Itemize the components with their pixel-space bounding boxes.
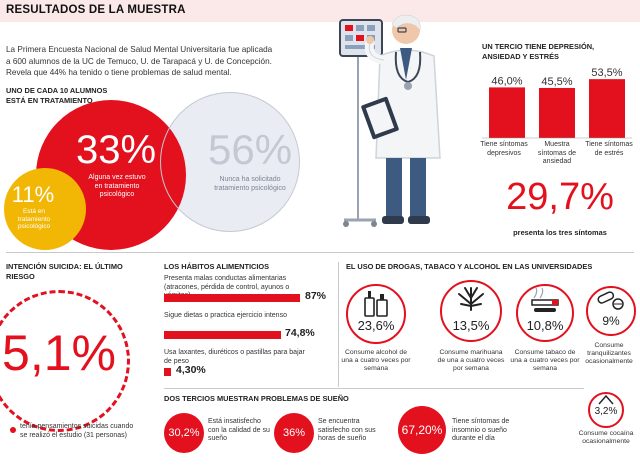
- drug-caption-marijuana: Consume marihuana de una a cuatro veces …: [437, 349, 505, 372]
- caption-56: Nunca ha solicitado tratamiento psicológ…: [214, 176, 286, 192]
- sleep-value-2: 36%: [274, 413, 314, 453]
- habits-label: LOS HÁBITOS ALIMENTICIOS: [164, 262, 270, 271]
- habit-value-2: 74,8%: [285, 327, 315, 339]
- drug-value-marijuana: 13,5%: [452, 318, 490, 333]
- value-33: 33%: [76, 128, 157, 172]
- suicide-value: 5,1%: [2, 325, 116, 381]
- intro-text: La Primera Encuesta Nacional de Salud Me…: [6, 45, 273, 77]
- habit-bar-3: [164, 368, 171, 376]
- habit-value-1: 87%: [305, 290, 327, 302]
- circle-11: [4, 168, 86, 250]
- summary-value: 29,7%: [506, 176, 614, 218]
- bar-caption-ansiedad: Muestra síntomas de ansiedad: [537, 141, 577, 165]
- sleep-label: DOS TERCIOS MUESTRAN PROBLEMAS DE SUEÑO: [164, 394, 349, 403]
- caption-11: Está en tratamiento psicológico: [17, 208, 51, 230]
- habit-bar-1: [164, 294, 301, 302]
- pills-icon: [597, 291, 624, 310]
- page-title: RESULTADOS DE LA MUESTRA: [6, 4, 186, 16]
- summary-caption: presenta los tres síntomas: [513, 228, 607, 237]
- bar-caption-estres: Tiene síntomas de estrés: [585, 141, 633, 157]
- cigarette-icon: [531, 288, 559, 312]
- sleep-caption-2: Se encuentra satisfecho con sus horas de…: [318, 418, 376, 442]
- drug-ring-tobacco: [516, 284, 574, 342]
- habit-text-2: Sigue dietas o practica ejercicio intens…: [164, 312, 287, 319]
- drug-ring-alcohol: [346, 284, 406, 344]
- doctor-illustration: [339, 14, 441, 227]
- drug-caption-alcohol: Consume alcohol de una a cuatro veces po…: [341, 349, 411, 372]
- value-11: 11%: [11, 182, 55, 207]
- bar-chart: 46,0% 45,5% 53,5%: [482, 67, 632, 139]
- drug-caption-tranquilizers: Consume tranquilizantes ocasionalmente: [585, 342, 633, 365]
- header-band: [0, 0, 640, 22]
- marijuana-leaf-icon: [458, 287, 484, 311]
- cocaine-icon: [598, 394, 614, 405]
- treatment-label: UNO DE CADA 10 ALUMNOS ESTÁ EN TRATAMIEN…: [6, 86, 108, 105]
- suicide-caption: tenía pensamientos suicidas cuando se re…: [20, 423, 134, 439]
- habit-value-3: 4,30%: [176, 364, 206, 376]
- bar-label-ansiedad: 45,5%: [541, 76, 572, 88]
- suicide-label: INTENCIÓN SUICIDA: EL ÚLTIMO RIESGO: [6, 262, 123, 281]
- bar-depresivos: [489, 87, 525, 138]
- alcohol-bottles-icon: [364, 291, 388, 317]
- sleep-divider: [164, 388, 584, 389]
- circle-56-outline: [160, 92, 300, 232]
- drug-ring-cocaine: [588, 392, 624, 428]
- habit-text-3: Usa laxantes, diuréticos o pastillas par…: [164, 349, 305, 365]
- bar-label-depresivos: 46,0%: [491, 75, 522, 87]
- bar-label-estres: 53,5%: [591, 67, 622, 79]
- sleep-value-1: 30,2%: [164, 413, 204, 453]
- suicide-ring: [0, 290, 130, 432]
- sleep-caption-1: Está insatisfecho con la calidad de su s…: [208, 418, 270, 442]
- drug-value-cocaine: 3,2%: [594, 406, 618, 417]
- drugs-divider: [338, 262, 339, 387]
- sleep-caption-3: Tiene síntomas de insomnio o sueño duran…: [452, 418, 510, 442]
- section-divider: [6, 252, 634, 253]
- drug-ring-tranquilizers: [586, 286, 636, 336]
- caption-33: Alguna vez estuvo en tratamiento psicoló…: [88, 174, 146, 198]
- value-56: 56%: [208, 126, 293, 173]
- bar-estres: [589, 79, 625, 138]
- drug-caption-tobacco: Consume tabaco de una a cuatro veces por…: [510, 349, 580, 372]
- sleep-value-3: 67,20%: [398, 406, 446, 454]
- drug-value-tranquilizers: 9%: [602, 314, 620, 328]
- drug-value-alcohol: 23,6%: [357, 318, 395, 333]
- chart-title: UN TERCIO TIENE DEPRESIÓN, ANSIEDAD Y ES…: [482, 42, 595, 61]
- suicide-bullet: [10, 427, 16, 433]
- habit-bar-2: [164, 331, 281, 339]
- bar-caption-depresivos: Tiene síntomas depresivos: [480, 141, 528, 157]
- bar-ansiedad: [539, 87, 575, 138]
- drugs-label: EL USO DE DROGAS, TABACO Y ALCOHOL EN LA…: [346, 262, 593, 271]
- drug-value-tobacco: 10,8%: [526, 318, 564, 333]
- drug-caption-cocaine: Consume cocaína ocasionalmente: [578, 430, 634, 445]
